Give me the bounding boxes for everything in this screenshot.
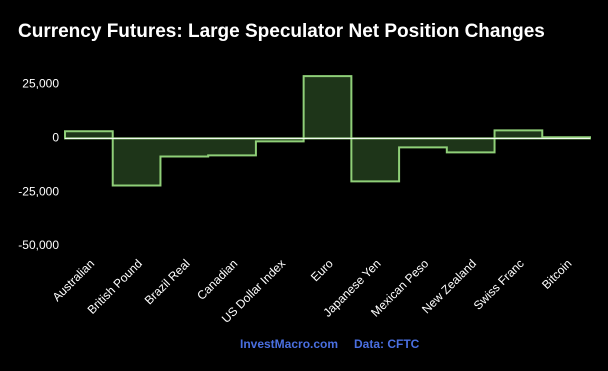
chart-title: Currency Futures: Large Speculator Net P… [18, 21, 545, 42]
y-tick-label: 25,000 [22, 77, 59, 91]
step-area [64, 75, 591, 187]
y-tick-label: -50,000 [18, 238, 59, 252]
y-tick-label: 0 [52, 131, 59, 145]
footer-data: Data: CFTC [354, 337, 420, 351]
footer-source: InvestMacro.com [240, 337, 338, 351]
y-tick-label: -25,000 [18, 184, 59, 198]
